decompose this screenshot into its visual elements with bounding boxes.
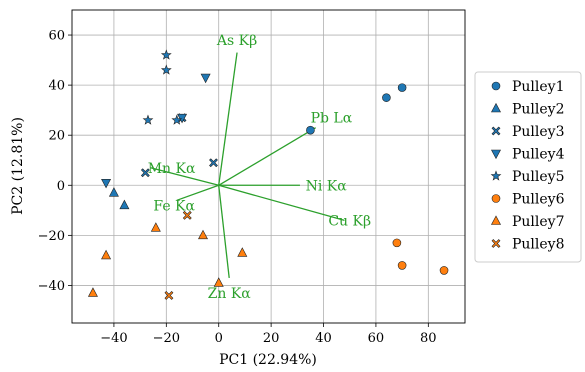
loading-label: Mn Kα	[148, 161, 196, 177]
x-tick-label: 60	[368, 331, 385, 346]
axis-ticks: −40 −20 0 20 40 60 80 −40 −20 0 20 40 60	[38, 29, 437, 346]
data-point	[198, 229, 208, 240]
data-point	[209, 158, 218, 168]
data-point	[213, 277, 224, 287]
x-axis-label: PC1 (22.94%)	[219, 352, 317, 368]
loading-label: Fe Kα	[153, 198, 195, 214]
legend-label: Pulley1	[512, 79, 565, 95]
x-tick-label: 0	[215, 331, 223, 346]
data-point	[392, 238, 402, 248]
loading-vector	[218, 184, 345, 221]
loading-labels: As Kβ Pb Lα Mn Kα Ni Kα Fe Kα Cu Kβ Zn Kα	[148, 33, 371, 302]
y-tick-label: −20	[38, 229, 65, 244]
legend-marker	[491, 215, 501, 225]
legend-label: Pulley2	[512, 102, 565, 118]
legend-label: Pulley5	[512, 169, 565, 185]
loading-label: As Kβ	[216, 33, 257, 49]
loading-label: Ni Kα	[306, 178, 348, 194]
loading-vector	[218, 52, 238, 186]
legend-label: Pulley8	[512, 237, 565, 253]
data-points	[87, 49, 449, 300]
x-tick-label: 20	[263, 331, 280, 346]
grid-lines	[72, 10, 465, 323]
data-point	[237, 247, 248, 257]
data-point	[150, 222, 161, 232]
data-point	[140, 168, 150, 178]
data-point	[101, 249, 112, 260]
data-point	[87, 287, 98, 297]
data-point	[306, 125, 315, 135]
data-point	[160, 64, 172, 75]
data-point	[160, 49, 172, 60]
loading-vector	[176, 184, 219, 201]
x-tick-label: −20	[153, 331, 180, 346]
legend-label: Pulley4	[512, 147, 565, 163]
data-point	[171, 114, 183, 125]
y-tick-label: −40	[38, 279, 65, 294]
x-tick-label: −40	[100, 331, 127, 346]
y-axis-label: PC2 (12.81%)	[10, 117, 26, 215]
data-point	[200, 73, 211, 84]
x-tick-label: 80	[420, 331, 437, 346]
legend-marker	[490, 170, 502, 181]
data-point	[397, 83, 407, 92]
legend-label: Pulley6	[512, 192, 565, 208]
y-tick-label: 20	[48, 129, 65, 144]
legend-marker	[491, 149, 501, 160]
legend-label: Pulley7	[512, 214, 565, 230]
data-point	[397, 261, 407, 270]
loading-vector	[218, 127, 316, 186]
legend-marker	[491, 239, 501, 248]
data-point	[142, 114, 154, 125]
data-point	[439, 266, 449, 275]
loading-vectors	[150, 52, 345, 279]
y-tick-label: 60	[48, 29, 65, 44]
y-tick-label: 40	[48, 79, 65, 94]
legend-marker	[491, 81, 501, 91]
data-point	[101, 178, 112, 189]
loading-label: Pb Lα	[311, 111, 353, 127]
loading-label: Cu Kβ	[328, 213, 371, 229]
data-point	[164, 291, 174, 300]
loading-label: Zn Kα	[208, 286, 252, 302]
legend-marker	[491, 194, 501, 203]
data-point	[382, 93, 391, 102]
data-point	[119, 199, 130, 210]
legend-label: Pulley3	[512, 124, 565, 140]
data-point	[108, 187, 119, 197]
legend-marker	[491, 126, 501, 136]
x-tick-label: 40	[315, 331, 332, 346]
loading-vector	[218, 185, 230, 279]
plot-frame	[71, 9, 466, 324]
legend-marker	[491, 102, 501, 113]
plot-background	[72, 10, 465, 323]
loading-vector	[150, 167, 219, 186]
y-tick-label: 0	[57, 179, 65, 194]
legend-frame	[474, 71, 582, 263]
legend: Pulley1 Pulley2 Pulley3 Pulley4 Pulley5 Pulle…	[474, 71, 582, 263]
data-point	[182, 210, 192, 220]
